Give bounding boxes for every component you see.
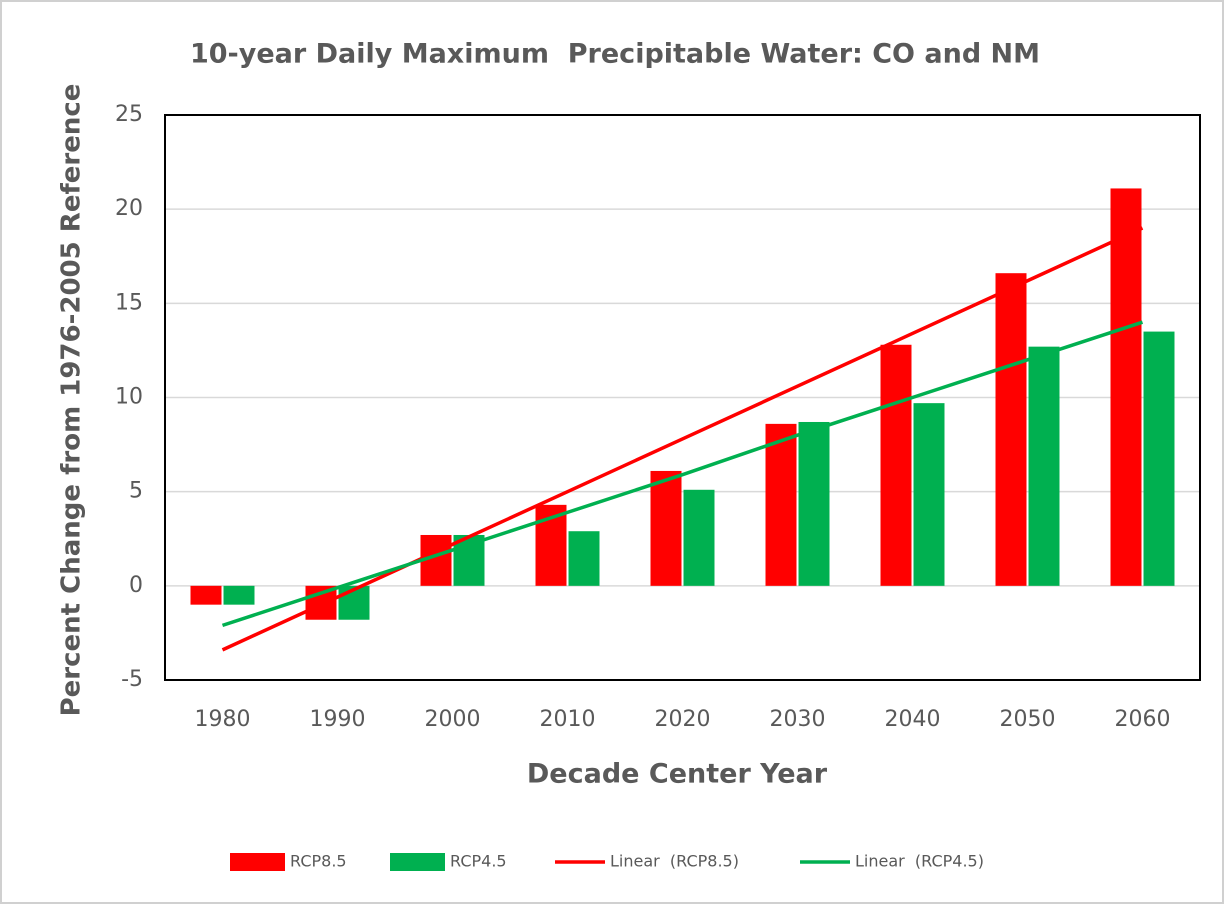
trend-line	[221, 320, 1144, 628]
legend-label: RCP4.5	[450, 852, 507, 871]
x-tick-label: 2030	[770, 707, 826, 732]
bar	[995, 273, 1027, 586]
x-tick-label: 2040	[885, 707, 941, 732]
bar	[568, 531, 600, 586]
legend-label: Linear (RCP8.5)	[610, 852, 739, 871]
bar	[1143, 331, 1175, 586]
legend-label: Linear (RCP4.5)	[855, 852, 984, 871]
bar	[880, 344, 912, 586]
bar	[190, 585, 222, 605]
x-tick-label: 2000	[425, 707, 481, 732]
x-tick-label: 2010	[540, 707, 596, 732]
bar	[913, 403, 945, 586]
x-tick-label: 2020	[655, 707, 711, 732]
bar	[1028, 346, 1060, 586]
y-tick-label: 25	[115, 102, 143, 127]
bar	[650, 470, 682, 586]
legend-swatch	[230, 853, 285, 871]
legend-label: RCP8.5	[290, 852, 347, 871]
y-tick-label: 0	[129, 573, 143, 598]
bar	[223, 585, 255, 605]
x-axis-title: Decade Center Year	[527, 759, 828, 790]
x-tick-label: 1990	[310, 707, 366, 732]
bar	[798, 421, 830, 586]
legend-swatch	[390, 853, 445, 871]
x-tick-label: 2050	[1000, 707, 1056, 732]
y-tick-label: 20	[115, 196, 143, 221]
y-tick-label: 15	[115, 290, 143, 315]
bar	[1110, 188, 1142, 586]
trend-line	[221, 226, 1144, 652]
chart-title: 10-year Daily Maximum Precipitable Water…	[190, 39, 1040, 70]
bar	[683, 489, 715, 586]
y-tick-label: -5	[121, 667, 143, 692]
x-tick-label: 1980	[195, 707, 251, 732]
y-tick-label: 10	[115, 385, 143, 410]
x-tick-label: 2060	[1115, 707, 1171, 732]
y-tick-label: 5	[129, 479, 143, 504]
plot-border	[164, 114, 1201, 681]
y-axis-title: Percent Change from 1976-2005 Reference	[57, 84, 87, 717]
bar	[765, 423, 797, 586]
